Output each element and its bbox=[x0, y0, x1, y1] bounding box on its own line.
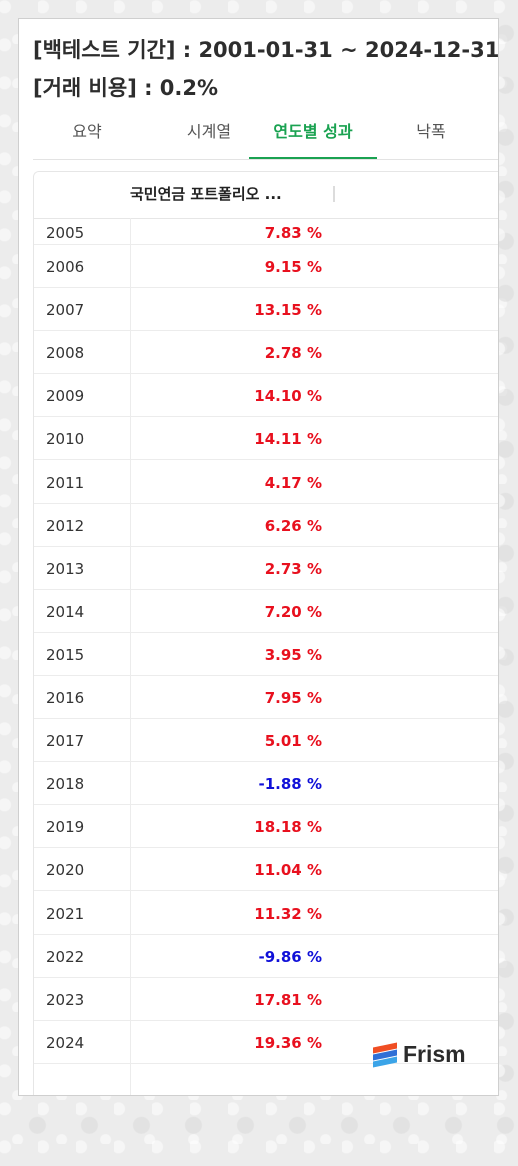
return-cell: -1.88 % bbox=[258, 775, 323, 794]
table-row: 2015 3.95 % bbox=[34, 633, 498, 676]
table-row: 2024 19.36 % bbox=[34, 1021, 498, 1064]
table-row: 2014 7.20 % bbox=[34, 590, 498, 633]
table-row: 2009 14.10 % bbox=[34, 374, 498, 418]
table-row: 2010 14.11 % bbox=[34, 417, 498, 461]
trading-cost-label: [거래 비용] : 0.2% bbox=[33, 76, 219, 100]
frism-logo-icon bbox=[373, 1042, 397, 1068]
return-cell: 17.81 % bbox=[254, 990, 322, 1009]
table-row: 2013 2.73 % bbox=[34, 547, 498, 590]
table-row: 2022 -9.86 % bbox=[34, 935, 498, 978]
table-row: 2021 11.32 % bbox=[34, 891, 498, 935]
year-cell: 2013 bbox=[46, 559, 85, 578]
table-row: 2019 18.18 % bbox=[34, 805, 498, 849]
year-cell: 2005 bbox=[46, 224, 85, 242]
return-cell: 4.17 % bbox=[264, 473, 322, 492]
year-cell: 2024 bbox=[46, 1033, 85, 1052]
year-cell: 2014 bbox=[46, 602, 85, 621]
return-cell: -9.86 % bbox=[258, 947, 323, 966]
tab-summary[interactable]: 요약 bbox=[72, 122, 102, 141]
column-header-portfolio[interactable]: 국민연금 포트폴리오 ... bbox=[130, 185, 282, 203]
return-cell: 2.73 % bbox=[264, 559, 322, 578]
return-cell: 7.83 % bbox=[264, 224, 322, 242]
tab-drawdown[interactable]: 낙폭 bbox=[416, 122, 446, 141]
year-cell: 2017 bbox=[46, 732, 85, 751]
year-cell: 2008 bbox=[46, 344, 85, 363]
backtest-period-label: [백테스트 기간] : 2001-01-31 ~ 2024-12-31 bbox=[33, 38, 499, 62]
year-cell: 2010 bbox=[46, 430, 85, 449]
return-cell: 6.26 % bbox=[264, 516, 322, 535]
table-row: 2020 11.04 % bbox=[34, 848, 498, 892]
column-divider bbox=[130, 218, 131, 1095]
result-tabs: 요약 시계열 연도별 성과 낙폭 bbox=[33, 115, 498, 160]
return-cell: 14.10 % bbox=[254, 387, 322, 406]
table-row: 2005 7.83 % bbox=[34, 218, 498, 245]
year-cell: 2007 bbox=[46, 301, 85, 320]
return-cell: 18.18 % bbox=[254, 818, 322, 837]
return-cell: 3.95 % bbox=[264, 645, 322, 664]
table-row: 2016 7.95 % bbox=[34, 676, 498, 720]
table-row: 2012 6.26 % bbox=[34, 504, 498, 547]
year-cell: 2018 bbox=[46, 775, 85, 794]
table-row: 2018 -1.88 % bbox=[34, 762, 498, 806]
table-row: 2007 13.15 % bbox=[34, 288, 498, 332]
year-cell: 2019 bbox=[46, 818, 85, 837]
table-row: 2023 17.81 % bbox=[34, 978, 498, 1021]
annual-returns-table: 국민연금 포트폴리오 ... 2005 7.83 % 2006 9.15 % 2007 1… bbox=[33, 171, 498, 1095]
year-cell: 2015 bbox=[46, 645, 85, 664]
year-cell: 2006 bbox=[46, 258, 85, 277]
year-cell: 2021 bbox=[46, 904, 85, 923]
return-cell: 5.01 % bbox=[264, 732, 322, 751]
year-cell: 2016 bbox=[46, 689, 85, 708]
return-cell: 7.95 % bbox=[264, 689, 322, 708]
year-cell: 2023 bbox=[46, 990, 85, 1009]
logo-text: Frism bbox=[403, 1040, 466, 1067]
return-cell: 19.36 % bbox=[254, 1033, 322, 1052]
table-row: 2017 5.01 % bbox=[34, 719, 498, 763]
return-cell: 7.20 % bbox=[264, 602, 322, 621]
return-cell: 11.04 % bbox=[254, 861, 322, 880]
table-row: 2011 4.17 % bbox=[34, 460, 498, 504]
year-cell: 2012 bbox=[46, 516, 85, 535]
table-body[interactable]: 2005 7.83 % 2006 9.15 % 2007 13.15 % 2008 2.78 … bbox=[34, 218, 498, 1095]
table-row: 2006 9.15 % bbox=[34, 245, 498, 289]
column-resize-handle[interactable] bbox=[333, 186, 335, 202]
return-cell: 14.11 % bbox=[254, 430, 322, 449]
results-card: [백테스트 기간] : 2001-01-31 ~ 2024-12-31 [거래 … bbox=[18, 18, 499, 1096]
return-cell: 11.32 % bbox=[254, 904, 322, 923]
frism-logo: Frism bbox=[373, 1039, 466, 1069]
table-row: 2008 2.78 % bbox=[34, 331, 498, 375]
year-cell: 2011 bbox=[46, 473, 85, 492]
return-cell: 2.78 % bbox=[264, 344, 322, 363]
tab-timeseries[interactable]: 시계열 bbox=[186, 122, 232, 141]
year-cell: 2022 bbox=[46, 947, 85, 966]
return-cell: 13.15 % bbox=[254, 301, 322, 320]
table-header: 국민연금 포트폴리오 ... bbox=[34, 172, 498, 219]
year-cell: 2020 bbox=[46, 861, 85, 880]
tab-annual-performance[interactable]: 연도별 성과 bbox=[249, 115, 377, 159]
return-cell: 9.15 % bbox=[264, 258, 322, 277]
year-cell: 2009 bbox=[46, 387, 85, 406]
backtest-summary: [백테스트 기간] : 2001-01-31 ~ 2024-12-31 [거래 … bbox=[33, 31, 499, 107]
